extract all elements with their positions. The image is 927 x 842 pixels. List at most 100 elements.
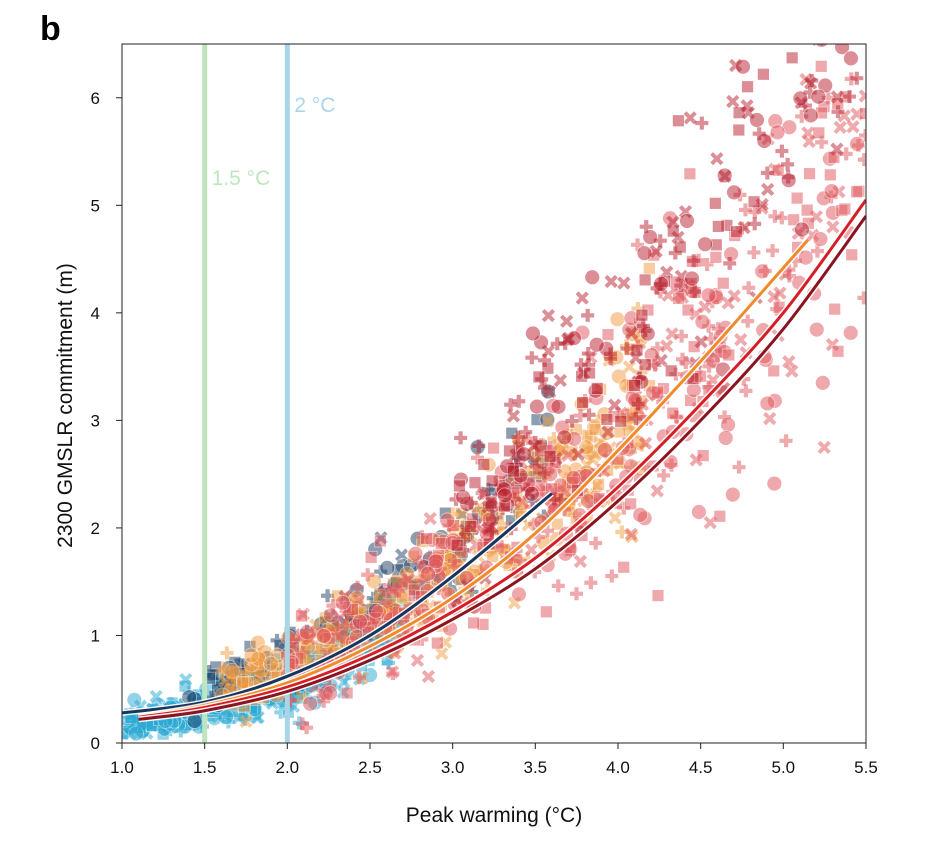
scatter-point xyxy=(472,439,486,453)
scatter-point xyxy=(805,74,819,88)
scatter-point xyxy=(660,339,674,353)
scatter-point xyxy=(846,120,860,134)
scatter-point xyxy=(766,475,783,492)
scatter-point xyxy=(809,27,819,37)
scatter-point xyxy=(620,342,634,356)
scatter-point xyxy=(529,398,545,415)
scatter-point xyxy=(617,276,631,290)
scatter-point xyxy=(511,430,525,444)
y-tick-label: 2 xyxy=(91,519,100,538)
scatter-point xyxy=(679,355,693,369)
scatter-point xyxy=(617,560,631,574)
scatter-point xyxy=(296,646,310,660)
scatter-point xyxy=(668,246,682,260)
scatter-point xyxy=(624,497,638,511)
scatter-point xyxy=(653,234,667,248)
reference-line-label: 1.5 °C xyxy=(212,167,271,190)
scatter-point xyxy=(361,568,375,582)
scatter-point xyxy=(835,0,847,12)
scatter-point xyxy=(810,88,827,105)
scatter-point xyxy=(581,347,595,361)
scatter-point xyxy=(830,30,843,43)
scatter-point xyxy=(300,721,314,735)
scatter-point xyxy=(519,425,533,439)
scatter-point xyxy=(801,126,815,140)
scatter-point xyxy=(575,291,589,305)
scatter-point xyxy=(450,538,464,552)
scatter-point xyxy=(583,366,596,380)
x-tick-label: 1.5 xyxy=(193,758,217,777)
scatter-point xyxy=(582,408,596,422)
scatter-point xyxy=(512,394,526,408)
scatter-point xyxy=(757,67,770,81)
scatter-point xyxy=(723,256,737,270)
scatter-point xyxy=(251,710,265,724)
scatter-point xyxy=(524,543,538,557)
y-tick-label: 4 xyxy=(91,304,100,323)
scatter-point xyxy=(809,210,823,224)
scatter-point xyxy=(454,431,468,445)
scatter-point xyxy=(684,270,700,287)
scatter-point xyxy=(780,172,797,189)
scatter-point xyxy=(694,335,708,349)
scatter-point xyxy=(775,144,789,158)
scatter-point xyxy=(766,244,780,258)
y-tick-label: 3 xyxy=(91,411,100,430)
scatter-point xyxy=(726,0,739,5)
scatter-point xyxy=(770,22,782,34)
scatter-point xyxy=(485,525,499,539)
scatter-point xyxy=(565,469,582,486)
scatter-point xyxy=(834,21,847,34)
scatter-point xyxy=(695,116,709,130)
scatter-point xyxy=(831,105,845,119)
scatter-point xyxy=(243,647,260,664)
scatter-point xyxy=(584,269,601,286)
x-tick-label: 4.0 xyxy=(606,758,630,777)
scatter-point xyxy=(779,15,791,27)
scatter-point xyxy=(604,274,618,289)
x-tick-label: 2.0 xyxy=(276,758,300,777)
scatter-point xyxy=(550,517,564,531)
scatter-point xyxy=(834,44,851,56)
scatter-point xyxy=(303,632,317,646)
scatter-point xyxy=(857,24,867,34)
scatter-point xyxy=(683,111,697,125)
scatter-point xyxy=(608,398,622,412)
scatter-point xyxy=(857,153,866,167)
scatter-point xyxy=(673,287,687,302)
scatter-point xyxy=(524,325,541,342)
scatter-point xyxy=(679,213,695,229)
scatter-point xyxy=(295,609,308,623)
y-tick-label: 1 xyxy=(91,626,100,645)
scatter-point xyxy=(581,308,595,322)
scatter-point xyxy=(588,336,605,353)
scatter-point xyxy=(763,411,777,426)
scatter-point xyxy=(830,142,844,156)
scatter-point xyxy=(814,44,829,48)
scatter-point xyxy=(638,324,652,338)
scatter-point xyxy=(794,221,810,238)
scatter-point xyxy=(632,506,649,523)
x-tick-label: 1.0 xyxy=(110,758,134,777)
scatter-point xyxy=(672,114,685,128)
scatter-point xyxy=(675,329,689,343)
scatter-point xyxy=(683,167,697,181)
scatter-point xyxy=(738,203,752,217)
scatter-point xyxy=(523,485,540,502)
scatter-point xyxy=(215,665,229,679)
fit-curve xyxy=(138,215,866,721)
scatter-point xyxy=(386,603,401,617)
scatter-point xyxy=(538,353,552,367)
scatter-point xyxy=(123,727,138,741)
scatter-point xyxy=(724,486,741,503)
scatter-point xyxy=(785,364,799,378)
y-tick-label: 5 xyxy=(91,196,100,215)
scatter-point xyxy=(373,534,387,548)
scatter-point xyxy=(649,244,663,258)
scatter-point xyxy=(817,440,831,455)
scatter-point xyxy=(812,126,826,140)
scatter-point xyxy=(470,451,484,465)
scatter-point xyxy=(708,196,722,210)
scatter-point xyxy=(420,532,434,545)
scatter-point xyxy=(614,414,628,428)
